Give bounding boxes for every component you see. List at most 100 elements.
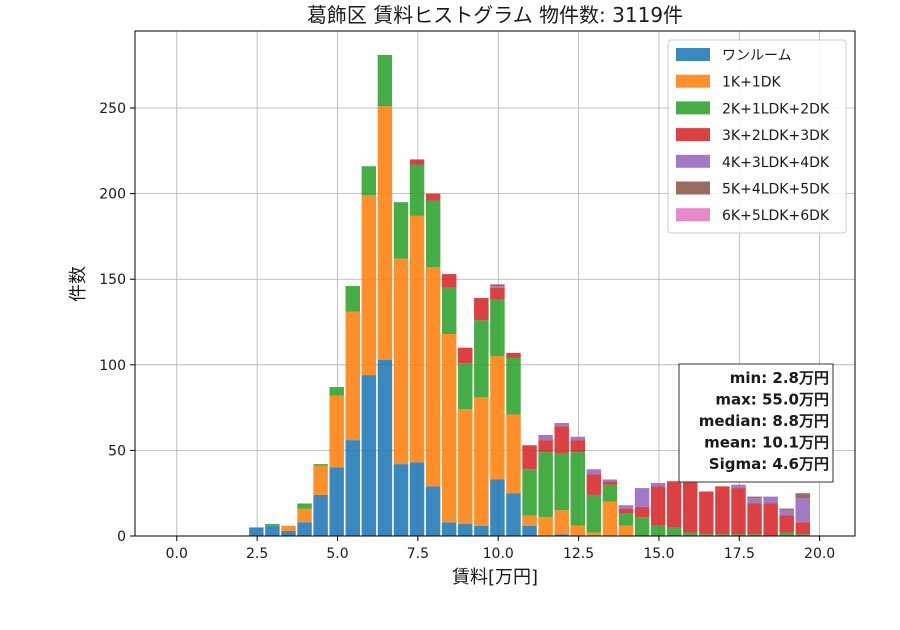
bar-segment-3 (297, 503, 312, 509)
y-axis-ticks: 0 50 100 150 200 250 (99, 101, 135, 545)
bar-segment-3 (699, 534, 714, 536)
bar-segment-1 (393, 464, 409, 536)
bar-segment-1 (329, 467, 344, 536)
bar-segment-3 (474, 320, 489, 398)
bar-segment-3 (441, 287, 457, 334)
bar-segment-5 (650, 482, 666, 487)
bar-segment-4 (602, 481, 618, 485)
chart-title: 葛飾区 賃料ヒストグラム 物件数: 3119件 (307, 3, 683, 27)
bar-segment-4 (570, 440, 585, 453)
bar-segment-1 (506, 493, 521, 536)
bar-segment-4 (618, 508, 634, 514)
legend-label: 6K+5LDK+6DK (722, 208, 830, 224)
bar-segment-3 (361, 166, 377, 196)
bar-segment-3 (554, 453, 569, 511)
bar-segment-4 (458, 347, 473, 364)
x-tick-label: 12.5 (563, 546, 594, 562)
bar-segment-3 (634, 517, 650, 536)
bar-segment-4 (715, 486, 730, 535)
bar-segment-2 (425, 267, 441, 487)
x-tick-label: 17.5 (724, 546, 755, 562)
histogram-bars (249, 54, 810, 536)
stats-box: min: 2.8万円 max: 55.0万円 median: 8.8万円 mean: … (678, 363, 834, 483)
bar-segment-1 (249, 527, 264, 536)
y-tick-label: 150 (99, 272, 126, 288)
legend-label: 1K+1DK (722, 75, 782, 91)
bar-segment-2 (586, 532, 602, 536)
bar-segment-3 (425, 200, 441, 268)
bar-segment-4 (747, 503, 762, 535)
bar-segment-4 (779, 515, 794, 533)
bar-segment-3 (747, 534, 762, 536)
bar-segment-4 (441, 274, 457, 288)
bar-segment-2 (570, 525, 585, 536)
bar-segment-3 (586, 494, 602, 533)
bar-segment-3 (618, 513, 634, 526)
legend-swatch (676, 208, 710, 222)
bar-segment-2 (618, 525, 634, 536)
bar-segment-3 (650, 525, 666, 536)
bar-segment-2 (538, 517, 553, 536)
bar-segment-1 (377, 359, 393, 536)
bar-segment-1 (441, 522, 457, 536)
bar-segment-2 (313, 465, 328, 495)
bar-segment-4 (522, 445, 537, 470)
bar-segment-3 (715, 534, 730, 536)
y-tick-label: 250 (99, 101, 126, 117)
bar-segment-2 (329, 395, 344, 468)
bar-segment-5 (618, 505, 634, 509)
bar-segment-3 (313, 464, 328, 466)
bar-segment-2 (377, 106, 393, 360)
stats-lines: min: 2.8万円 max: 55.0万円 median: 8.8万円 mean: … (699, 369, 829, 473)
bar-segment-3 (393, 202, 409, 259)
bar-segment-3 (683, 532, 698, 536)
bar-segment-3 (779, 532, 794, 536)
bar-segment-4 (699, 491, 714, 535)
x-tick-label: 10.0 (483, 546, 514, 562)
bar-segment-5 (779, 510, 794, 516)
bar-segment-2 (361, 195, 377, 376)
bar-segment-5 (634, 488, 650, 507)
x-axis-label: 賃料[万円] (452, 567, 538, 588)
bar-segment-2 (409, 215, 425, 463)
legend-box (667, 39, 847, 234)
stats-box-frame (678, 363, 834, 483)
bar-segment-4 (795, 522, 810, 535)
bar-segment-3 (409, 164, 425, 216)
bar-segment-4 (731, 488, 746, 535)
legend-swatch (676, 181, 710, 195)
stats-line: Sigma: 4.6万円 (709, 455, 829, 473)
bar-segment-3 (538, 452, 553, 518)
bar-segment-1 (490, 479, 505, 536)
y-tick-label: 100 (99, 358, 126, 374)
bar-segment-1 (425, 486, 441, 536)
bar-segment-6 (490, 284, 505, 287)
bar-segment-3 (602, 484, 618, 502)
bar-segment-1 (409, 462, 425, 536)
bar-segment-2 (297, 508, 312, 523)
y-tick-label: 200 (99, 187, 126, 203)
bar-segment-6 (795, 493, 810, 499)
bar-segment-5 (538, 435, 553, 441)
y-axis-label: 件数 (68, 266, 89, 302)
legend: ワンルーム 1K+1DK 2K+1LDK+2DK 3K+2LDK+3DK 4K+3LDK… (667, 39, 847, 234)
bar-segment-3 (458, 363, 473, 410)
bar-segment-4 (586, 474, 602, 495)
bar-segment-2 (393, 258, 409, 465)
bar-segment-3 (377, 54, 393, 107)
bar-segment-3 (666, 527, 682, 536)
bar-segment-1 (281, 530, 296, 536)
bar-segment-1 (345, 440, 360, 536)
legend-swatch (676, 48, 710, 61)
bar-segment-1 (458, 524, 473, 536)
legend-items: ワンルーム 1K+1DK 2K+1LDK+2DK 3K+2LDK+3DK 4K+3LDK… (676, 48, 830, 224)
stats-line: min: 2.8万円 (730, 369, 829, 387)
stats-line: median: 8.8万円 (699, 412, 829, 430)
legend-label: 2K+1LDK+2DK (722, 101, 830, 117)
bar-segment-4 (650, 486, 666, 526)
x-tick-label: 7.5 (407, 546, 429, 562)
bar-segment-3 (490, 299, 505, 357)
bar-segment-3 (345, 286, 360, 312)
legend-swatch (676, 101, 710, 115)
bar-segment-1 (313, 494, 328, 536)
